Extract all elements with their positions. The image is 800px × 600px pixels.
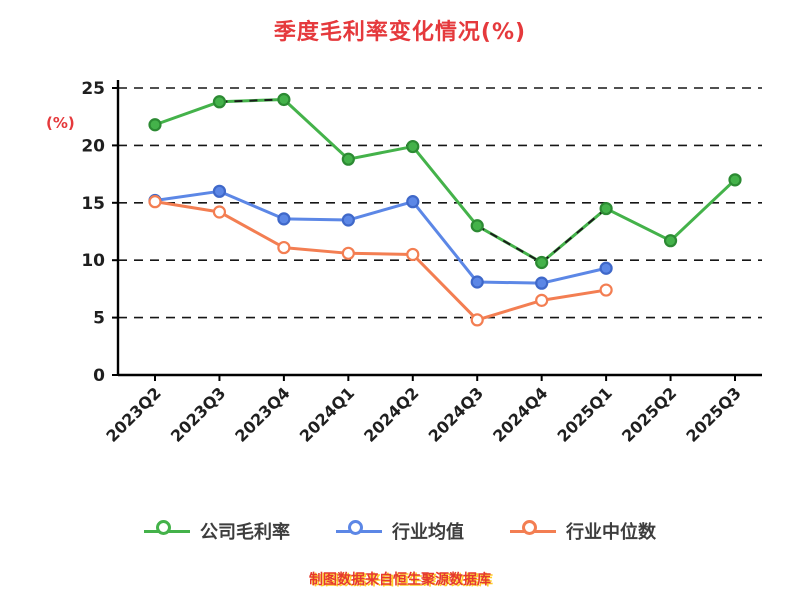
- chart-title: 季度毛利率变化情况(%): [273, 20, 527, 45]
- svg-text:2024Q2: 2024Q2: [360, 383, 422, 445]
- svg-text:0: 0: [93, 366, 105, 386]
- data-source-caption: 制图数据来自恒生聚源数据库: [309, 572, 491, 588]
- svg-text:2023Q2: 2023Q2: [102, 383, 164, 445]
- circle-marker-orange-icon: [522, 520, 537, 535]
- svg-text:10: 10: [81, 251, 105, 271]
- legend-label-industry-mean: 行业均值: [392, 522, 464, 543]
- legend-marker-industry-mean: [336, 519, 382, 543]
- svg-text:2024Q4: 2024Q4: [489, 383, 551, 445]
- svg-text:5: 5: [93, 309, 105, 329]
- svg-text:2024Q1: 2024Q1: [296, 383, 358, 445]
- circle-marker-green-icon: [156, 520, 171, 535]
- circle-marker-blue-icon: [348, 520, 363, 535]
- svg-text:2023Q3: 2023Q3: [167, 383, 229, 445]
- svg-text:2025Q3: 2025Q3: [682, 383, 744, 445]
- legend-marker-industry-median: [510, 519, 556, 543]
- legend-label-company: 公司毛利率: [200, 522, 290, 543]
- svg-text:15: 15: [81, 194, 105, 214]
- svg-text:2025Q2: 2025Q2: [618, 383, 680, 445]
- svg-text:25: 25: [81, 79, 105, 99]
- line-chart: 0 5 10 15 20 25 2023Q2 2023Q3 2023Q4 2024Q1 2024Q2…: [81, 79, 762, 446]
- svg-text:2025Q1: 2025Q1: [554, 383, 616, 445]
- legend-item-industry-median: 行业中位数: [510, 518, 656, 544]
- svg-text:2024Q3: 2024Q3: [425, 383, 487, 445]
- legend-item-company: 公司毛利率: [144, 518, 290, 544]
- y-axis-label: (%): [46, 114, 75, 132]
- legend-marker-company: [144, 519, 190, 543]
- legend-item-industry-mean: 行业均值: [336, 518, 464, 544]
- legend: 公司毛利率 行业均值 行业中位数: [0, 518, 800, 544]
- legend-label-industry-median: 行业中位数: [566, 522, 656, 543]
- svg-text:2023Q4: 2023Q4: [231, 383, 293, 445]
- svg-text:20: 20: [81, 136, 105, 156]
